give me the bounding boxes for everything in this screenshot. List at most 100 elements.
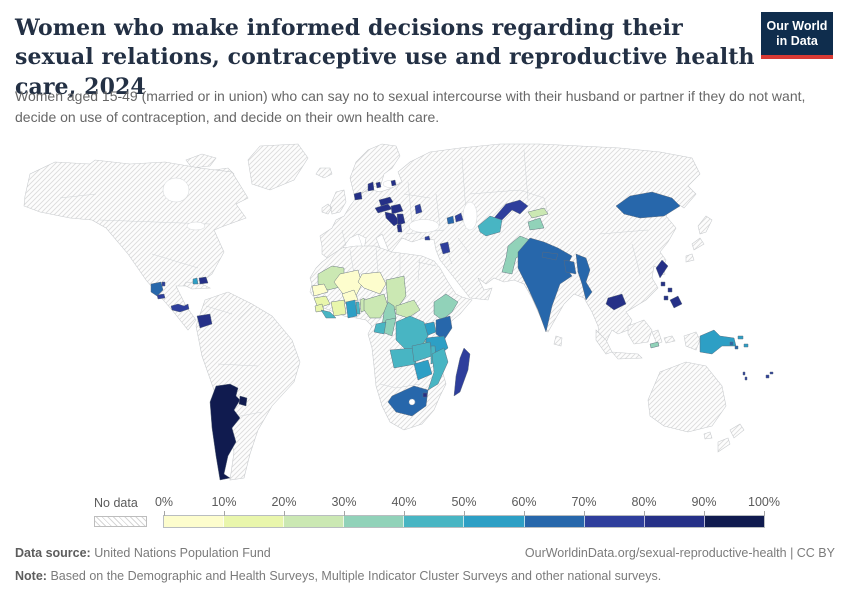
country-lithuania[interactable] <box>390 179 397 187</box>
legend-tick-mark <box>704 511 705 516</box>
country-guatemala[interactable] <box>150 281 164 297</box>
country-armenia[interactable] <box>446 215 455 225</box>
country-timor-leste[interactable] <box>649 341 660 349</box>
country-india[interactable] <box>517 237 573 333</box>
country-turkmenistan[interactable] <box>477 215 503 237</box>
country-mali[interactable] <box>333 269 363 299</box>
country-chad[interactable] <box>385 275 407 311</box>
data-source-label: Data source: <box>15 546 91 560</box>
legend-no-data-swatch[interactable] <box>94 516 147 527</box>
country-dominican-republic[interactable] <box>198 276 209 285</box>
country-eswatini[interactable] <box>422 392 428 398</box>
country-democratic-republic-of-congo[interactable] <box>395 315 429 351</box>
country-gabon[interactable] <box>373 321 387 335</box>
country-philippines[interactable] <box>655 259 683 309</box>
legend-color-band <box>163 515 765 528</box>
country-papua-new-guinea[interactable] <box>699 329 749 355</box>
legend-tick-mark <box>404 511 405 516</box>
country-uruguay[interactable] <box>238 395 248 407</box>
country-liberia[interactable] <box>320 309 337 319</box>
legend-bin-10-20%[interactable] <box>224 516 285 527</box>
country-madagascar[interactable] <box>453 347 471 397</box>
legend-tick-label: 90% <box>691 495 717 509</box>
country-moldova[interactable] <box>414 203 423 215</box>
legend-bin-80-90%[interactable] <box>644 516 705 527</box>
note-line: Note: Based on the Demographic and Healt… <box>15 569 661 583</box>
country-myanmar[interactable] <box>575 253 593 301</box>
country-cote-divoire[interactable] <box>330 299 347 317</box>
country-nepal[interactable] <box>541 251 559 261</box>
country-togo[interactable] <box>355 301 361 315</box>
country-solomon-islands[interactable] <box>729 341 739 350</box>
country-pakistan[interactable] <box>501 235 531 275</box>
landmass-south-america <box>195 291 301 481</box>
legend-tick-label: 100% <box>748 495 780 509</box>
legend-tick-mark <box>644 511 645 516</box>
legend-bin-0-10%[interactable] <box>164 516 225 527</box>
note-value: Based on the Demographic and Health Surv… <box>50 568 662 583</box>
legend-tick-mark <box>464 511 465 516</box>
country-bangladesh[interactable] <box>563 259 577 275</box>
country-denmark[interactable] <box>367 181 382 192</box>
landmass-new-zealand <box>717 423 745 453</box>
country-central-african-republic[interactable] <box>395 299 421 319</box>
country-haiti[interactable] <box>192 277 199 285</box>
country-el-salvador[interactable] <box>156 293 166 300</box>
country-niger[interactable] <box>357 271 387 295</box>
country-vanuatu[interactable] <box>742 371 748 381</box>
country-senegal[interactable] <box>311 283 329 297</box>
country-south-africa[interactable] <box>387 385 429 417</box>
country-lesotho-no-data[interactable] <box>408 398 416 406</box>
map-legend: No data 0% 10% 20% 30% 40% 50% 60% 70% 80% 90% 100… <box>0 494 850 532</box>
black-sea <box>408 219 440 233</box>
landmass-japan <box>685 215 713 263</box>
country-czechia[interactable] <box>378 196 394 207</box>
country-argentina[interactable] <box>209 383 241 481</box>
legend-tick-label: 0% <box>154 495 174 509</box>
landmass-british-isles <box>321 189 347 215</box>
legend-no-data-label: No data <box>94 496 138 510</box>
landmass-australia <box>647 361 727 440</box>
landmass-north-america <box>23 159 249 331</box>
country-hungary[interactable] <box>390 203 404 215</box>
country-nigeria[interactable] <box>363 293 389 319</box>
country-fiji[interactable] <box>765 371 774 379</box>
data-source-value: United Nations Population Fund <box>94 546 271 560</box>
landmass-west-papua <box>683 331 701 351</box>
country-panama[interactable] <box>170 303 190 313</box>
legend-bin-40-50%[interactable] <box>404 516 465 527</box>
legend-tick-label: 30% <box>331 495 357 509</box>
legend-tick-mark <box>344 511 345 516</box>
landmass-cuba <box>183 281 212 290</box>
country-albania[interactable] <box>396 223 403 233</box>
country-mongolia[interactable] <box>615 191 681 219</box>
country-cyprus[interactable] <box>424 235 431 241</box>
landmass-greenland <box>247 143 309 191</box>
world-choropleth-map[interactable] <box>0 134 850 492</box>
country-jordan[interactable] <box>439 241 451 255</box>
owid-url-link[interactable]: OurWorldinData.org/sexual-reproductive-h… <box>524 546 835 560</box>
legend-bin-50-60%[interactable] <box>464 516 525 527</box>
country-serbia[interactable] <box>396 213 406 226</box>
country-cambodia[interactable] <box>605 293 627 311</box>
owid-logo[interactable]: Our World in Data <box>761 12 833 59</box>
country-ethiopia[interactable] <box>433 293 459 321</box>
country-zimbabwe[interactable] <box>413 359 433 381</box>
country-mozambique[interactable] <box>427 347 449 391</box>
country-netherlands[interactable] <box>353 191 363 201</box>
country-belize[interactable] <box>161 281 166 287</box>
country-ecuador[interactable] <box>196 313 213 329</box>
legend-bin-90-100%[interactable] <box>704 516 764 527</box>
country-croatia[interactable] <box>384 211 401 227</box>
legend-tick-label: 40% <box>391 495 417 509</box>
country-azerbaijan[interactable] <box>454 212 464 223</box>
legend-bin-70-80%[interactable] <box>584 516 645 527</box>
legend-bin-60-70%[interactable] <box>524 516 585 527</box>
legend-bin-20-30%[interactable] <box>284 516 345 527</box>
legend-bin-30-40%[interactable] <box>344 516 405 527</box>
owid-logo-line2: in Data <box>776 34 818 48</box>
country-kenya[interactable] <box>435 315 453 341</box>
country-tajikistan[interactable] <box>527 217 545 231</box>
country-kyrgyzstan[interactable] <box>527 207 549 219</box>
country-ghana[interactable] <box>345 299 358 319</box>
